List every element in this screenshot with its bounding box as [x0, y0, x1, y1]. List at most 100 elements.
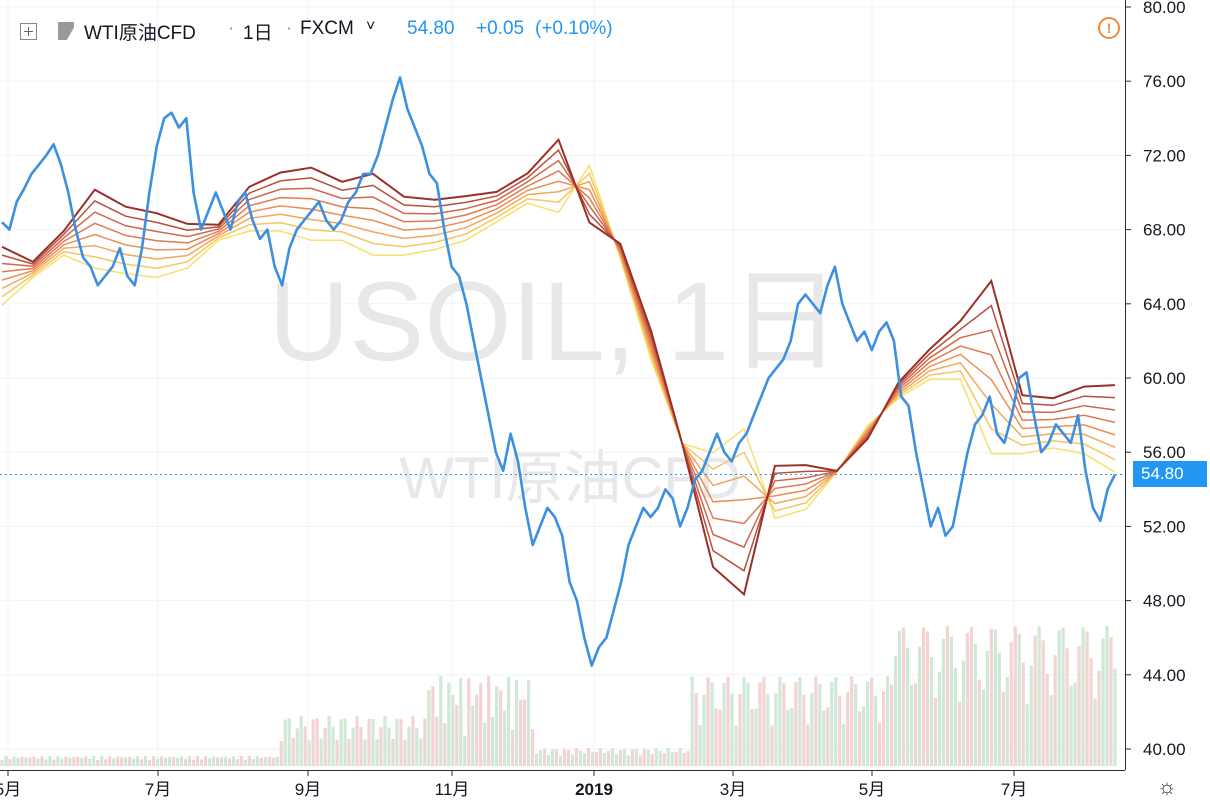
volume-bar: [726, 676, 730, 766]
volume-bar: [933, 697, 938, 766]
y-tick-label: 80.00: [1143, 0, 1186, 17]
volume-bar: [590, 751, 595, 766]
volume-bar: [598, 748, 602, 766]
volume-bar: [1105, 626, 1109, 766]
volume-bar: [48, 756, 52, 766]
volume-bar: [379, 727, 383, 766]
symbol-name[interactable]: WTI原油CFD: [84, 23, 196, 44]
x-tick-label: 7月: [145, 780, 171, 799]
volume-bar: [32, 756, 36, 766]
volume-bar: [846, 692, 850, 766]
volume-bar: [957, 701, 962, 766]
moving-average-line: [1, 159, 1116, 549]
volume-bar: [710, 682, 714, 766]
volume-bar: [610, 748, 614, 766]
volume-bar: [451, 694, 455, 766]
volume-bar: [203, 756, 208, 766]
volume-bar: [782, 683, 786, 766]
volume-bar: [826, 707, 830, 766]
volume-bar: [431, 686, 435, 766]
volume-bar: [1053, 655, 1057, 766]
volume-bar: [475, 694, 479, 766]
volume-bar: [1013, 626, 1017, 766]
volume-bar: [499, 690, 503, 766]
volume-bar: [132, 758, 136, 766]
price-change-percent: (+0.10%): [535, 18, 613, 39]
volume-bar: [917, 646, 922, 766]
volume-bar: [191, 759, 196, 766]
volume-bar: [886, 676, 890, 766]
volume-bar: [383, 716, 387, 766]
volume-bar: [4, 756, 8, 766]
volume-bar: [323, 728, 327, 766]
volume-bar: [1033, 635, 1037, 766]
price-line: [1, 76, 1117, 667]
volume-bar: [124, 757, 128, 766]
volume-bar: [128, 756, 132, 766]
volume-bar: [666, 748, 670, 766]
volume-bar: [487, 676, 491, 766]
volume-bar: [375, 739, 379, 766]
x-tick-label: 2019: [575, 780, 613, 799]
volume-bar: [690, 676, 694, 766]
volume-bar: [1109, 637, 1113, 766]
volume-bar: [343, 718, 347, 766]
volume-bar: [977, 679, 981, 766]
moving-average-line: [1, 180, 1116, 503]
volume-bar: [363, 739, 367, 766]
current-price-label: 54.80: [1133, 461, 1207, 488]
volume-bar: [993, 629, 997, 766]
volume-bar: [52, 759, 56, 766]
volume-bar: [973, 643, 977, 766]
volume-bar: [778, 676, 782, 766]
volume-bar: [151, 756, 156, 766]
volume-bar: [686, 750, 690, 766]
volume-bar: [586, 748, 591, 766]
volume-bar: [850, 676, 854, 766]
volume-bar: [355, 716, 359, 766]
y-tick-label: 44.00: [1143, 666, 1186, 685]
volume-bar: [20, 756, 24, 766]
volume-bar: [243, 759, 247, 766]
volume-bar: [28, 757, 32, 766]
volume-bar: [235, 759, 239, 766]
chevron-down-icon[interactable]: ˅: [366, 18, 376, 35]
volume-bar: [411, 716, 415, 766]
volume-bar: [738, 693, 742, 766]
price-axis: 80.00 76.00 72.00 68.00 64.00 60.00 56.00 52.00…: [1125, 0, 1186, 759]
volume-bar: [630, 749, 634, 766]
volume-bar: [1093, 698, 1097, 766]
volume-bar: [88, 758, 92, 766]
y-tick-label: 40.00: [1143, 740, 1186, 759]
volume-bar: [387, 727, 391, 766]
volume-bar: [207, 758, 212, 766]
volume-bar: [1081, 627, 1085, 766]
volume-bar: [550, 749, 555, 766]
volume-bar: [231, 756, 235, 766]
volume-bar: [136, 756, 140, 766]
volume-bar: [251, 758, 255, 766]
collapse-icon[interactable]: [20, 23, 37, 40]
volume-bar: [858, 711, 862, 766]
volume-bar: [371, 718, 375, 766]
volume-bar: [140, 759, 144, 766]
volume-bar: [503, 710, 507, 766]
interval-label[interactable]: 1日: [243, 23, 273, 44]
volume-bar: [522, 699, 527, 766]
volume-bar: [1045, 673, 1049, 766]
volume-bar: [969, 626, 973, 766]
exchange-label[interactable]: FXCM: [300, 18, 354, 39]
volume-bar: [650, 754, 654, 766]
volume-bar: [455, 704, 459, 766]
volume-bar: [578, 750, 583, 766]
volume-bar: [495, 686, 499, 766]
volume-bar: [674, 751, 678, 766]
volume-bar: [862, 706, 866, 766]
moving-average-line: [1, 172, 1116, 512]
volume-bar: [1077, 646, 1081, 766]
volume-bar: [84, 756, 88, 766]
x-tick-label: 11月: [435, 780, 470, 799]
settings-icon[interactable]: ☼: [1156, 774, 1178, 799]
warning-icon[interactable]: !: [1098, 17, 1120, 39]
